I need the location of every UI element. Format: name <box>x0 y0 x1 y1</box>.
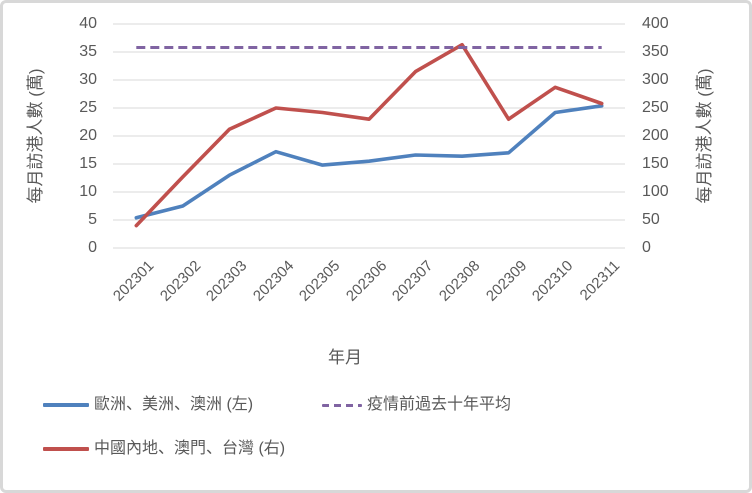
x-axis-tick-label: 202310 <box>529 257 577 305</box>
right-axis-tick-label: 250 <box>642 99 669 116</box>
x-axis-tick-label: 202301 <box>110 257 158 305</box>
legend-item-mainland-macau-taiwan[interactable]: 中國內地、澳門、台灣 (右) <box>43 439 285 459</box>
x-axis-tick-label: 202302 <box>156 257 205 305</box>
x-axis-tick-label: 202305 <box>296 257 344 305</box>
right-axis-tick-label: 400 <box>642 15 669 32</box>
right-axis-tick-label: 150 <box>642 155 669 172</box>
left-axis-tick-label: 30 <box>79 71 97 88</box>
x-axis-tick-label: 202307 <box>389 257 437 305</box>
legend-label: 歐洲、美洲、澳洲 (左) <box>94 396 254 413</box>
right-axis-tick-label: 100 <box>642 183 669 200</box>
x-axis-tick-label: 202311 <box>576 257 624 304</box>
x-axis-tick-label: 202308 <box>435 257 484 305</box>
left-axis-title: 每月訪港人數 (萬) <box>26 68 45 204</box>
left-axis-tick-label: 5 <box>88 211 97 228</box>
right-axis-tick-label: 300 <box>642 71 669 88</box>
legend-item-europe-americas-australia[interactable]: 歐洲、美洲、澳洲 (左) <box>43 395 253 415</box>
right-axis-tick-label: 50 <box>642 211 660 228</box>
right-axis-tick-label: 350 <box>642 43 669 60</box>
blue-line-swatch-icon <box>43 403 89 407</box>
left-axis-tick-label: 40 <box>79 15 97 32</box>
legend-label: 疫情前過去十年平均 <box>367 396 512 413</box>
right-axis-tick-label: 0 <box>642 239 651 256</box>
left-axis-tick-label: 35 <box>79 43 97 60</box>
right-axis-tick-label: 200 <box>642 127 669 144</box>
x-axis-tick-label: 202309 <box>482 257 530 305</box>
left-axis-tick-label: 10 <box>79 183 97 200</box>
x-axis-tick-label: 202303 <box>203 257 251 305</box>
plot-area[interactable] <box>113 23 625 249</box>
red-line-swatch-icon <box>43 447 89 451</box>
right-axis-title: 每月訪港人數 (萬) <box>695 68 714 204</box>
legend-item-pre-pandemic-average[interactable]: 疫情前過去十年平均 <box>322 395 511 415</box>
x-axis-tick-label: 202304 <box>249 257 298 305</box>
purple-dashed-line-swatch-icon <box>322 403 362 407</box>
left-axis-tick-label: 20 <box>79 127 97 144</box>
legend-label: 中國內地、澳門、台灣 (右) <box>94 440 286 457</box>
series-europe-americas-australia[interactable] <box>134 104 604 220</box>
left-axis-tick-label: 25 <box>79 99 97 116</box>
series-mainland-macau-taiwan[interactable] <box>134 42 604 228</box>
x-axis-title: 年月 <box>328 348 362 367</box>
x-axis-tick-label: 202306 <box>342 257 391 305</box>
left-axis-tick-label: 0 <box>88 239 97 256</box>
left-axis-tick-label: 15 <box>79 155 97 172</box>
